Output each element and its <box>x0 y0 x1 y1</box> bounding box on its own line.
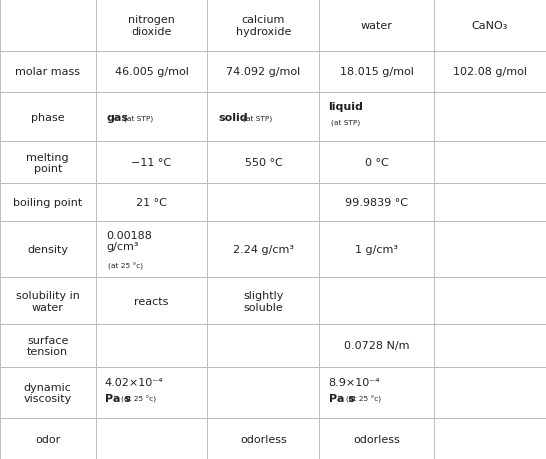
Bar <box>434 93 546 142</box>
Text: Pa s: Pa s <box>329 393 354 403</box>
Text: (at 25 °c): (at 25 °c) <box>108 262 144 269</box>
Bar <box>207 52 319 93</box>
Bar <box>434 184 546 221</box>
Text: phase: phase <box>31 112 64 123</box>
Text: 99.9839 °C: 99.9839 °C <box>345 198 408 207</box>
Bar <box>434 278 546 325</box>
Bar <box>0 142 96 184</box>
Bar <box>434 0 546 52</box>
Bar <box>0 367 96 419</box>
Bar <box>207 278 319 325</box>
Text: odorless: odorless <box>353 434 400 444</box>
Text: solid: solid <box>218 112 248 123</box>
Bar <box>207 325 319 367</box>
Bar <box>434 325 546 367</box>
Bar <box>319 0 434 52</box>
Text: 46.005 g/mol: 46.005 g/mol <box>115 67 188 77</box>
Bar <box>207 221 319 278</box>
Text: 0 °C: 0 °C <box>365 158 389 168</box>
Bar <box>319 278 434 325</box>
Text: −11 °C: −11 °C <box>132 158 171 168</box>
Text: 550 °C: 550 °C <box>245 158 282 168</box>
Text: CaNO₃: CaNO₃ <box>472 21 508 31</box>
Bar <box>319 52 434 93</box>
Bar <box>96 142 207 184</box>
Bar <box>0 184 96 221</box>
Text: (at 25 °c): (at 25 °c) <box>121 395 157 403</box>
Bar <box>96 93 207 142</box>
Bar <box>434 221 546 278</box>
Bar <box>96 278 207 325</box>
Bar <box>96 325 207 367</box>
Text: solubility in
water: solubility in water <box>16 291 80 312</box>
Text: 21 °C: 21 °C <box>136 198 167 207</box>
Text: molar mass: molar mass <box>15 67 80 77</box>
Bar <box>434 367 546 419</box>
Text: Pa s: Pa s <box>104 393 130 403</box>
Text: 102.08 g/mol: 102.08 g/mol <box>453 67 527 77</box>
Bar <box>0 325 96 367</box>
Text: slightly
soluble: slightly soluble <box>244 291 283 312</box>
Bar <box>434 419 546 459</box>
Bar <box>96 0 207 52</box>
Bar <box>0 93 96 142</box>
Text: gas: gas <box>106 112 129 123</box>
Text: odor: odor <box>35 434 61 444</box>
Text: 0.00188
g/cm³: 0.00188 g/cm³ <box>106 230 153 252</box>
Text: 0.0728 N/m: 0.0728 N/m <box>344 341 410 351</box>
Bar <box>319 93 434 142</box>
Bar <box>319 221 434 278</box>
Text: (at STP): (at STP) <box>244 115 272 122</box>
Bar <box>0 0 96 52</box>
Bar <box>0 52 96 93</box>
Text: (at 25 °c): (at 25 °c) <box>346 395 381 403</box>
Bar <box>319 367 434 419</box>
Bar <box>434 142 546 184</box>
Bar <box>207 93 319 142</box>
Text: odorless: odorless <box>240 434 287 444</box>
Bar <box>96 367 207 419</box>
Text: 74.092 g/mol: 74.092 g/mol <box>227 67 300 77</box>
Bar <box>0 221 96 278</box>
Bar <box>0 419 96 459</box>
Bar <box>96 221 207 278</box>
Bar <box>319 142 434 184</box>
Text: water: water <box>361 21 393 31</box>
Text: liquid: liquid <box>329 101 364 112</box>
Bar <box>207 0 319 52</box>
Text: 8.9×10⁻⁴: 8.9×10⁻⁴ <box>329 377 380 387</box>
Text: melting
point: melting point <box>26 152 69 174</box>
Text: boiling point: boiling point <box>13 198 82 207</box>
Text: calcium
hydroxide: calcium hydroxide <box>236 15 291 37</box>
Text: 1 g/cm³: 1 g/cm³ <box>355 245 398 254</box>
Text: 18.015 g/mol: 18.015 g/mol <box>340 67 414 77</box>
Bar <box>96 52 207 93</box>
Bar <box>207 419 319 459</box>
Text: (at STP): (at STP) <box>123 115 153 122</box>
Text: surface
tension: surface tension <box>27 335 68 357</box>
Text: nitrogen
dioxide: nitrogen dioxide <box>128 15 175 37</box>
Bar <box>319 419 434 459</box>
Text: reacts: reacts <box>134 297 169 306</box>
Text: 2.24 g/cm³: 2.24 g/cm³ <box>233 245 294 254</box>
Bar <box>0 278 96 325</box>
Bar <box>319 184 434 221</box>
Bar <box>434 52 546 93</box>
Bar <box>96 419 207 459</box>
Text: density: density <box>27 245 68 254</box>
Text: (at STP): (at STP) <box>331 120 360 126</box>
Text: dynamic
viscosity: dynamic viscosity <box>23 382 72 403</box>
Bar <box>96 184 207 221</box>
Text: 4.02×10⁻⁴: 4.02×10⁻⁴ <box>104 377 163 387</box>
Bar <box>207 184 319 221</box>
Bar <box>207 367 319 419</box>
Bar <box>207 142 319 184</box>
Bar <box>319 325 434 367</box>
